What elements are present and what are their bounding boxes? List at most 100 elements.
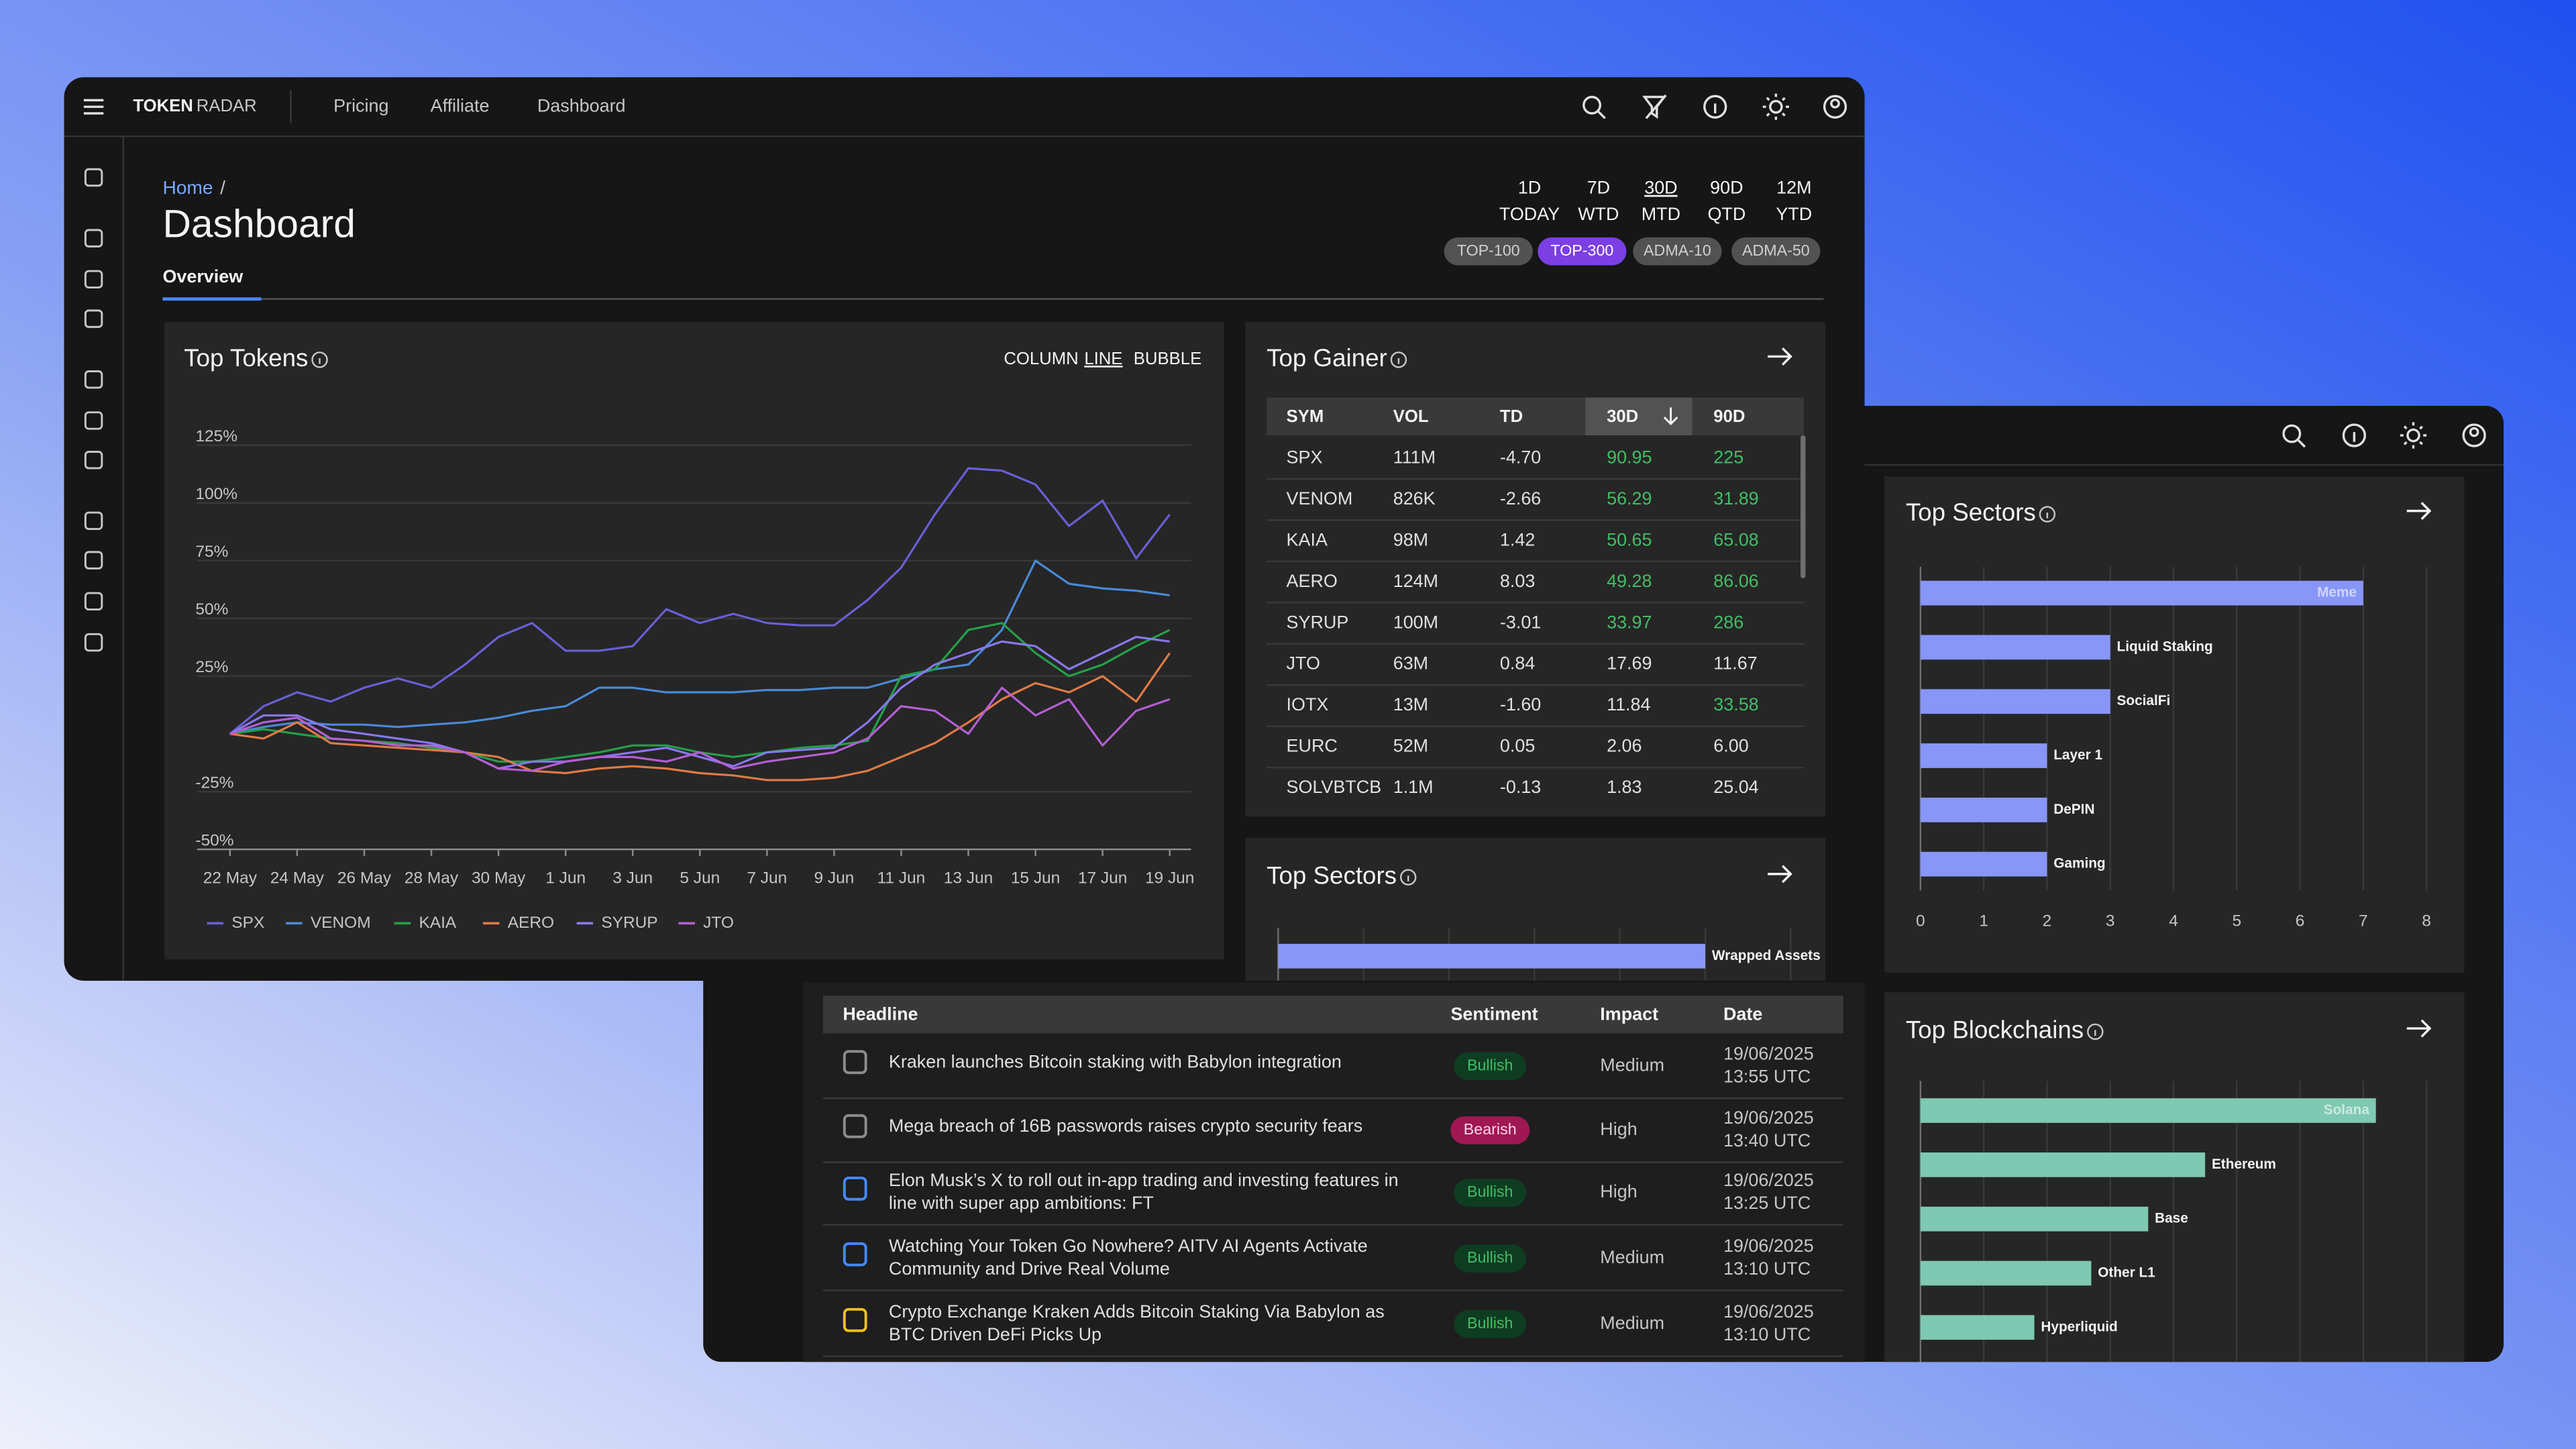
sidebar-icon[interactable] bbox=[84, 511, 103, 531]
sidebar-icon[interactable] bbox=[84, 451, 103, 470]
sidebar-icon[interactable] bbox=[84, 633, 103, 652]
info-icon[interactable] bbox=[2039, 506, 2056, 523]
legend-label[interactable]: SYRUP bbox=[601, 914, 657, 932]
column-header[interactable]: VOL bbox=[1393, 407, 1429, 426]
headline[interactable]: Kraken launches Bitcoin staking with Bab… bbox=[889, 1052, 1342, 1072]
table-cell: 0.84 bbox=[1500, 653, 1535, 674]
theme-icon[interactable] bbox=[1762, 93, 1789, 120]
sentiment-label: Bullish bbox=[1467, 1248, 1513, 1266]
filter-label[interactable]: TOP-300 bbox=[1550, 241, 1613, 259]
info-icon[interactable] bbox=[1399, 869, 1417, 885]
tab[interactable]: Overview bbox=[162, 266, 243, 286]
sort-arrow[interactable] bbox=[1663, 407, 1678, 425]
breadcrumb-separator: / bbox=[220, 177, 225, 198]
date: 13:10 UTC bbox=[1723, 1324, 1811, 1344]
y-tick-label: -50% bbox=[195, 831, 233, 849]
period-option[interactable]: 90D bbox=[1710, 178, 1743, 198]
filter-label[interactable]: ADMA-50 bbox=[1742, 241, 1810, 259]
sidebar-icon[interactable] bbox=[84, 551, 103, 570]
search-icon[interactable] bbox=[1582, 95, 1606, 119]
period-caption[interactable]: WTD bbox=[1578, 204, 1619, 224]
headline[interactable]: Crypto Exchange Kraken Adds Bitcoin Stak… bbox=[889, 1301, 1385, 1322]
sentiment-label: Bullish bbox=[1467, 1183, 1513, 1200]
filter-label[interactable]: TOP-100 bbox=[1457, 241, 1520, 259]
bar bbox=[1920, 1206, 2149, 1232]
scrollbar[interactable] bbox=[1801, 435, 1806, 579]
filter-icon[interactable] bbox=[1642, 94, 1667, 119]
headline[interactable]: Elon Musk’s X to roll out in-app trading… bbox=[889, 1170, 1399, 1190]
series-line bbox=[229, 559, 1170, 735]
period-option[interactable]: 7D bbox=[1587, 178, 1610, 198]
x-tick-label: 4 bbox=[2169, 912, 2178, 930]
filter-pill[interactable] bbox=[1731, 237, 1821, 266]
legend-label[interactable]: VENOM bbox=[311, 914, 371, 932]
table-cell: 100M bbox=[1393, 612, 1438, 632]
sidebar-icon[interactable] bbox=[84, 270, 103, 289]
filter-label[interactable]: ADMA-10 bbox=[1644, 241, 1711, 259]
filter-pill[interactable] bbox=[1444, 237, 1533, 266]
column-header[interactable]: TD bbox=[1500, 407, 1523, 426]
menu-icon[interactable] bbox=[83, 99, 104, 115]
sidebar-icon[interactable] bbox=[84, 309, 103, 328]
chart-mode[interactable]: COLUMN bbox=[1004, 350, 1078, 368]
table-cell: 13M bbox=[1393, 694, 1428, 714]
bar bbox=[1920, 1260, 2092, 1286]
headline[interactable]: Community and Drive Real Volume bbox=[889, 1258, 1170, 1279]
info-icon[interactable] bbox=[1703, 95, 1727, 119]
table-cell: 11.67 bbox=[1713, 653, 1757, 674]
filter-pill[interactable] bbox=[1538, 237, 1627, 266]
period-option[interactable]: 12M bbox=[1776, 178, 1811, 198]
account-icon[interactable] bbox=[1823, 95, 1847, 119]
info-icon[interactable] bbox=[2087, 1023, 2104, 1040]
headline[interactable]: Mega breach of 16B passwords raises cryp… bbox=[889, 1116, 1362, 1136]
period-caption[interactable]: YTD bbox=[1776, 204, 1812, 224]
period-option[interactable]: 1D bbox=[1518, 178, 1541, 198]
period-caption[interactable]: QTD bbox=[1707, 204, 1746, 224]
headline[interactable]: Watching Your Token Go Nowhere? AITV AI … bbox=[889, 1236, 1368, 1256]
source-icon bbox=[843, 1242, 867, 1267]
chart-mode[interactable]: LINE bbox=[1084, 350, 1122, 368]
info-icon[interactable] bbox=[1390, 352, 1407, 368]
sentiment-pill bbox=[1450, 1116, 1530, 1144]
nav-link[interactable]: Pricing bbox=[333, 95, 388, 115]
headline[interactable]: line with super app ambitions: FT bbox=[889, 1193, 1154, 1213]
legend-label[interactable]: AERO bbox=[508, 914, 554, 932]
panel bbox=[164, 322, 1224, 960]
sentiment-pill bbox=[1454, 1052, 1527, 1081]
account-icon[interactable] bbox=[2462, 423, 2486, 447]
nav-link[interactable]: Affiliate bbox=[431, 95, 490, 115]
chart-mode[interactable]: BUBBLE bbox=[1134, 350, 1201, 368]
open-arrow[interactable] bbox=[1768, 347, 1792, 366]
nav-link[interactable]: Dashboard bbox=[537, 95, 626, 115]
column-header[interactable]: SYM bbox=[1287, 407, 1324, 426]
search-icon[interactable] bbox=[2282, 424, 2306, 448]
headline[interactable]: BTC Driven DeFi Picks Up bbox=[889, 1324, 1102, 1344]
legend-label[interactable]: JTO bbox=[703, 914, 734, 932]
sidebar-icon[interactable] bbox=[84, 168, 103, 187]
column-header[interactable]: 30D bbox=[1607, 407, 1638, 426]
open-arrow[interactable] bbox=[2406, 1019, 2432, 1038]
period-caption[interactable]: TODAY bbox=[1499, 204, 1560, 224]
legend-label[interactable]: KAIA bbox=[419, 914, 456, 932]
legend-label[interactable]: SPX bbox=[231, 914, 264, 932]
period-option[interactable]: 30D bbox=[1644, 178, 1677, 198]
open-arrow[interactable] bbox=[2406, 502, 2432, 521]
sorted-column-header[interactable] bbox=[1585, 397, 1693, 435]
column-header[interactable]: 90D bbox=[1713, 407, 1745, 426]
info-icon[interactable] bbox=[311, 352, 328, 368]
breadcrumb-link[interactable]: Home bbox=[162, 177, 213, 198]
sidebar-icon[interactable] bbox=[84, 229, 103, 248]
theme-icon[interactable] bbox=[2400, 422, 2427, 449]
table-cell: 49.28 bbox=[1607, 571, 1652, 591]
period-caption[interactable]: MTD bbox=[1642, 204, 1680, 224]
info-icon[interactable] bbox=[2342, 423, 2367, 447]
x-tick-label: 22 May bbox=[203, 869, 258, 888]
open-arrow[interactable] bbox=[1768, 865, 1792, 883]
table-cell: 50.65 bbox=[1607, 529, 1652, 549]
table-cell: 2.06 bbox=[1607, 736, 1642, 756]
sidebar-icon[interactable] bbox=[84, 370, 103, 389]
table-cell: 33.58 bbox=[1713, 694, 1758, 714]
sidebar-icon[interactable] bbox=[84, 411, 103, 430]
filter-pill[interactable] bbox=[1633, 237, 1722, 266]
sidebar-icon[interactable] bbox=[84, 592, 103, 611]
